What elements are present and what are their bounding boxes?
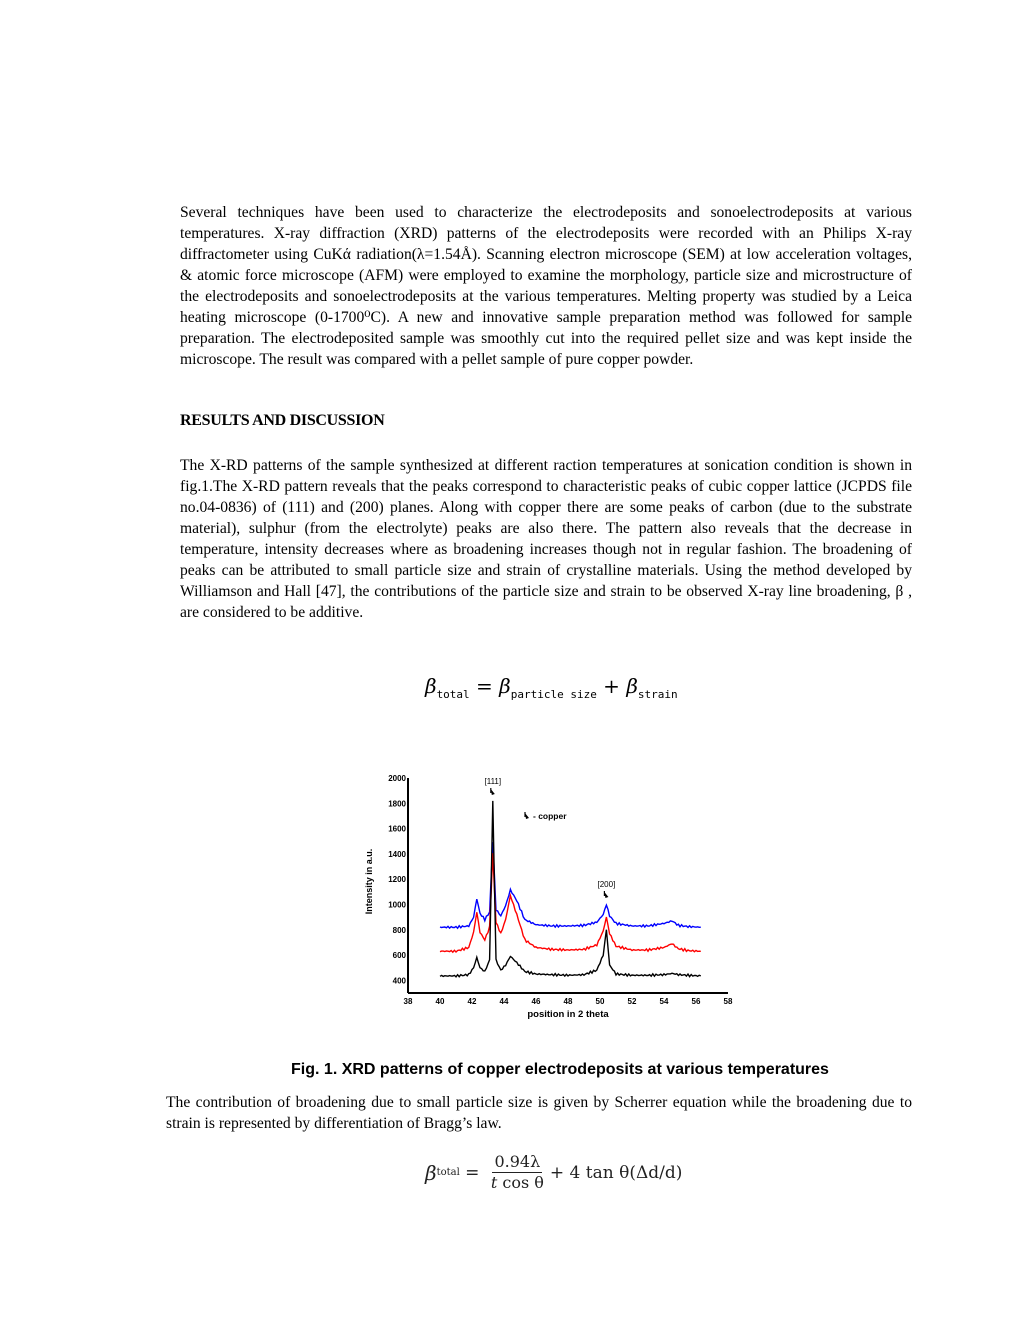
equation-broadening-sum: βtotal = βparticle size + βstrain	[425, 674, 678, 701]
series-line-2	[439, 800, 702, 978]
xrd-chart-svg: 400 600 800 1000 1200 1400 1600 1800 2000 38 40 42 4…	[364, 774, 733, 1020]
scherrer-paragraph: The contribution of broadening due to sm…	[166, 1094, 912, 1132]
x-tick-label: 48	[564, 997, 573, 1006]
x-tick-label: 38	[404, 997, 413, 1006]
x-tick-label: 58	[724, 997, 733, 1006]
y-tick-label: 1800	[388, 799, 406, 808]
x-axis-label: position in 2 theta	[527, 1009, 609, 1020]
x-tick-label: 54	[660, 997, 669, 1006]
y-tick-label: 1000	[388, 900, 406, 909]
fraction: 0.94λ t cos θ	[490, 1152, 544, 1192]
figure-caption: Fig. 1. XRD patterns of copper electrode…	[291, 1061, 829, 1078]
series-line-1	[439, 853, 701, 954]
x-tick-label: 50	[596, 997, 605, 1006]
series-line-0	[439, 842, 701, 930]
x-tick-label: 52	[628, 997, 637, 1006]
x-tick-label: 56	[692, 997, 701, 1006]
y-tick-label: 600	[393, 951, 407, 960]
methods-paragraph: Several techniques have been used to cha…	[180, 204, 912, 368]
legend-label: - copper	[533, 811, 567, 821]
peak-annotation: [200]	[598, 880, 616, 889]
y-tick-label: 1600	[388, 825, 406, 834]
x-tick-label: 40	[436, 997, 445, 1006]
peak-annotation: [111]	[484, 777, 501, 786]
y-axis-label: Intensity in a.u.	[364, 849, 374, 915]
equation-scherrer-bragg: β total = 0.94λ t cos θ + 4 tan θ(Δd/d)	[425, 1152, 683, 1192]
x-tick-label: 44	[500, 997, 509, 1006]
x-tick-label: 42	[468, 997, 477, 1006]
y-tick-label: 2000	[388, 774, 406, 783]
results-paragraph: The X-RD patterns of the sample synthesi…	[180, 457, 912, 621]
y-tick-label: 400	[393, 976, 407, 985]
y-tick-label: 1200	[388, 875, 406, 884]
xrd-chart: 400 600 800 1000 1200 1400 1600 1800 2000 38 40 42 4…	[355, 765, 745, 1025]
copper-marker-icon	[524, 812, 529, 819]
y-tick-label: 1400	[388, 850, 406, 859]
section-heading: RESULTS AND DISCUSSION	[180, 412, 385, 429]
x-tick-label: 46	[532, 997, 541, 1006]
copper-marker-icon	[490, 788, 495, 795]
copper-marker-icon	[603, 891, 609, 898]
y-tick-label: 800	[393, 926, 407, 935]
